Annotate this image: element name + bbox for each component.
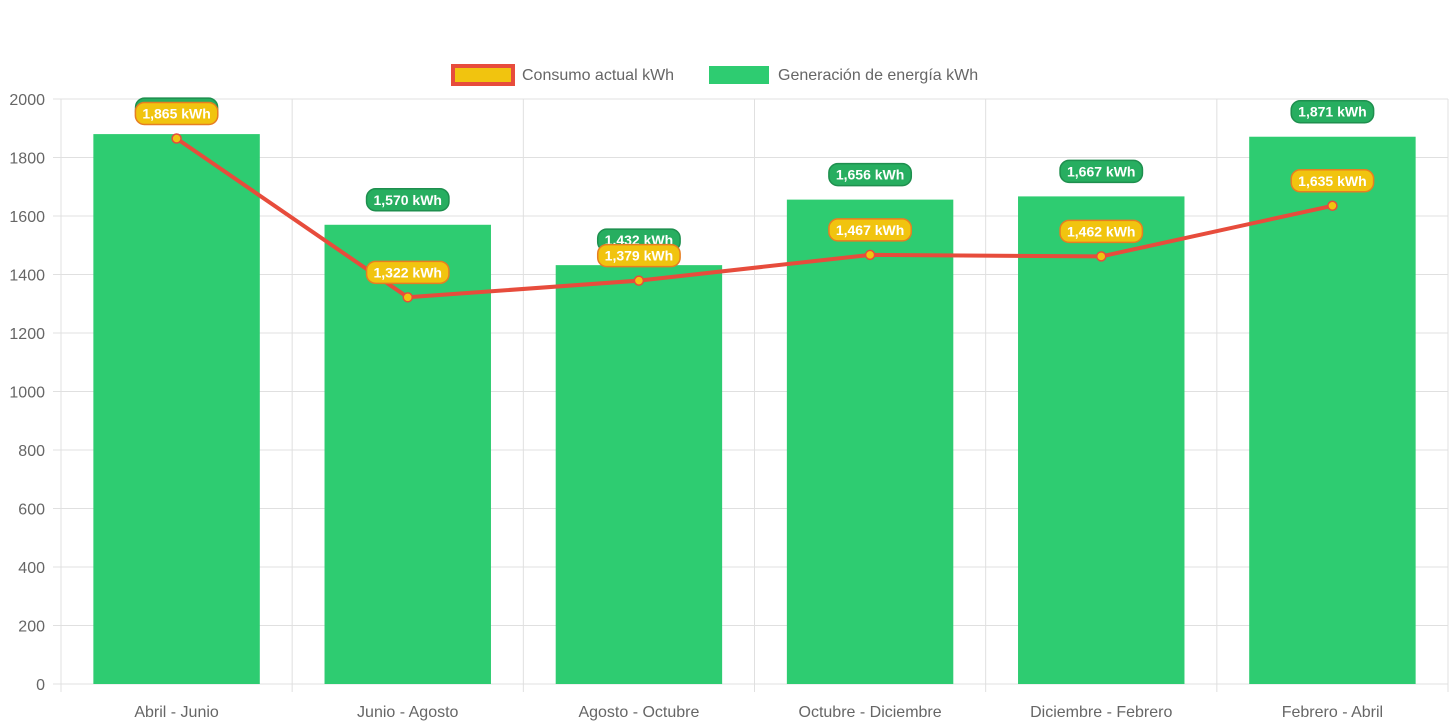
legend-label-generacion: Generación de energía kWh <box>778 67 978 84</box>
grid <box>53 98 1449 692</box>
bar-series-generacion <box>93 134 1416 685</box>
legend-item-generacion[interactable]: Generación de energía kWh <box>709 66 978 84</box>
x-tick-label: Junio - Agosto <box>357 704 459 721</box>
bar-value-label-text: 1,656 kWh <box>836 167 904 183</box>
line-value-label-text: 1,462 kWh <box>1067 223 1135 239</box>
line-value-label-bg <box>1290 169 1375 193</box>
y-tick-label: 1000 <box>9 385 45 402</box>
bar-value-label: 1,667 kWh <box>1059 159 1144 184</box>
line-value-label: 1,467 kWh <box>828 218 913 242</box>
y-tick-label: 0 <box>36 677 45 694</box>
x-tick-label: Febrero - Abril <box>1282 704 1383 721</box>
y-tick-label: 1400 <box>9 268 45 285</box>
y-tick-label: 2000 <box>9 92 45 109</box>
point-consumo[interactable] <box>633 275 645 286</box>
bar-value-label-bg <box>828 162 913 187</box>
x-axis: Abril - Junio Junio - Agosto Agosto - Octu… <box>134 704 1383 721</box>
y-tick-label: 600 <box>18 502 45 519</box>
line-value-label-bg <box>365 260 450 285</box>
point-consumo[interactable] <box>402 292 413 303</box>
x-tick-label: Agosto - Octubre <box>578 704 699 721</box>
line-value-label: 1,322 kWh <box>365 260 450 285</box>
bar-generacion[interactable] <box>1249 136 1416 685</box>
line-value-label: 1,379 kWh <box>596 243 681 268</box>
line-value-label-text: 1,635 kWh <box>1298 173 1366 189</box>
line-value-label: 1,462 kWh <box>1059 219 1144 244</box>
bar-generacion[interactable] <box>93 134 260 685</box>
y-tick-label: 1600 <box>9 209 45 226</box>
bar-value-label-bg <box>1059 159 1144 184</box>
line-value-label-bg <box>596 243 681 268</box>
line-value-label-text: 1,379 kWh <box>605 248 673 264</box>
legend-swatch-generacion <box>709 66 769 84</box>
bar-generacion[interactable] <box>555 265 723 684</box>
bar-value-label-text: 1,570 kWh <box>374 192 442 208</box>
legend: Consumo actual kWh Generación de energía… <box>451 64 978 86</box>
x-tick-label: Abril - Junio <box>134 704 219 721</box>
line-value-label-bg <box>828 218 913 242</box>
x-tick-label: Diciembre - Febrero <box>1030 704 1172 721</box>
point-consumo[interactable] <box>171 133 182 144</box>
line-value-label: 1,635 kWh <box>1290 169 1375 193</box>
bar-value-label-bg <box>365 188 450 212</box>
legend-label-consumo: Consumo actual kWh <box>522 67 674 84</box>
y-tick-label: 800 <box>18 443 45 460</box>
point-consumo[interactable] <box>1327 200 1338 212</box>
bar-value-label-bg <box>1290 99 1375 124</box>
bar-generacion[interactable] <box>786 199 954 684</box>
bar-value-label: 1,656 kWh <box>828 162 913 187</box>
y-tick-label: 1200 <box>9 326 45 343</box>
bar-generacion[interactable] <box>1018 196 1185 684</box>
line-value-label-text: 1,322 kWh <box>374 264 442 280</box>
point-consumo[interactable] <box>864 249 876 261</box>
x-tick-label: Octubre - Diciembre <box>799 704 942 721</box>
legend-swatch-consumo <box>451 64 515 86</box>
line-value-label: 1,865 kWh <box>134 101 219 126</box>
y-axis: 0 200 400 600 800 1000 1200 1400 1600 1800 2000 <box>9 92 45 694</box>
y-tick-label: 1800 <box>9 151 45 168</box>
bar-value-label: 1,570 kWh <box>365 188 450 212</box>
legend-item-consumo[interactable]: Consumo actual kWh <box>451 64 674 86</box>
bar-value-label: 1,871 kWh <box>1290 99 1375 124</box>
y-tick-label: 200 <box>18 619 45 636</box>
point-consumo[interactable] <box>1096 251 1107 262</box>
bar-value-label-text: 1,667 kWh <box>1067 163 1135 179</box>
line-value-label-bg <box>1059 219 1144 244</box>
line-value-label-text: 1,865 kWh <box>142 105 210 121</box>
bar-value-label-text: 1,871 kWh <box>1298 104 1366 120</box>
y-tick-label: 400 <box>18 560 45 577</box>
line-value-label-bg <box>134 101 219 126</box>
line-value-label-text: 1,467 kWh <box>836 222 904 238</box>
